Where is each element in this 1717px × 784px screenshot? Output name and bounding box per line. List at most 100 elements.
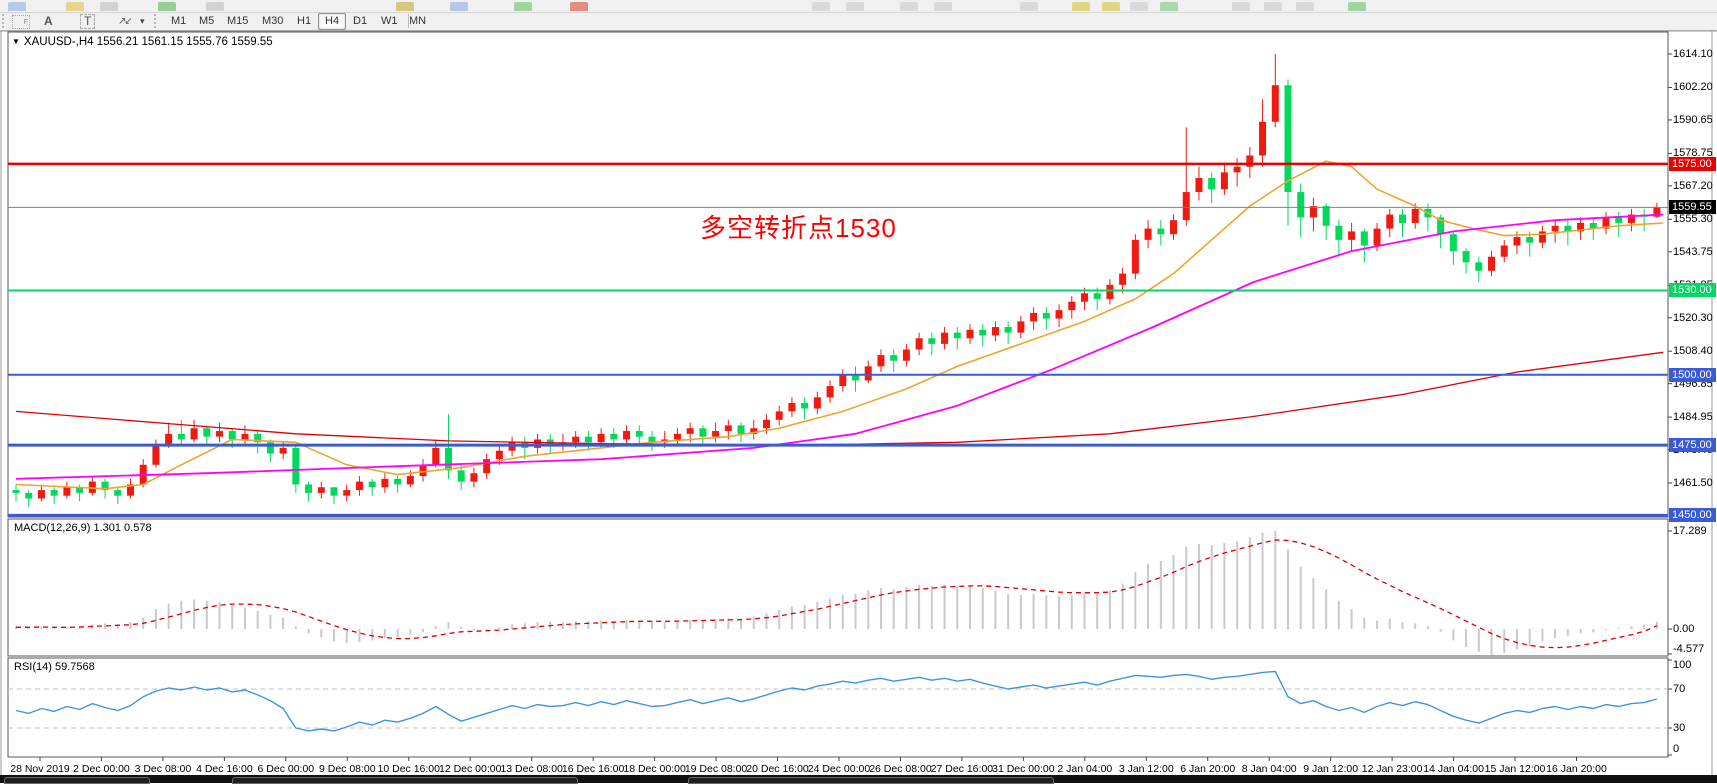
toolbar-icon-partial[interactable] (450, 2, 468, 11)
candlestick[interactable] (1398, 214, 1406, 223)
toolbar-icon-partial[interactable] (1102, 2, 1120, 11)
price-level-badge[interactable]: 1575.00 (1669, 156, 1716, 171)
candlestick[interactable] (1602, 217, 1610, 229)
candlestick[interactable] (126, 484, 134, 496)
candlestick[interactable] (1462, 251, 1470, 263)
candlestick[interactable] (292, 447, 300, 485)
candlestick[interactable] (190, 428, 198, 440)
candlestick[interactable] (152, 445, 160, 465)
tf-button-M5[interactable]: M5 (199, 15, 215, 27)
candlestick[interactable] (50, 490, 58, 496)
candlestick[interactable] (928, 338, 936, 344)
candlestick[interactable] (826, 386, 834, 398)
candlestick[interactable] (343, 490, 351, 496)
macd-panel-frame[interactable] (7, 518, 1669, 657)
candlestick[interactable] (177, 433, 185, 440)
candlestick[interactable] (1106, 284, 1114, 299)
candlestick[interactable] (953, 332, 961, 339)
toolbar-icon-partial[interactable] (812, 2, 830, 11)
candlestick[interactable] (330, 487, 338, 496)
candlestick[interactable] (216, 431, 224, 437)
toolbar-icon-partial[interactable] (206, 2, 224, 11)
candlestick[interactable] (1488, 256, 1496, 271)
candlestick[interactable] (432, 447, 440, 465)
candlestick[interactable] (394, 478, 402, 485)
candlestick[interactable] (699, 428, 707, 437)
candlestick[interactable] (852, 374, 860, 381)
candlestick[interactable] (1309, 206, 1317, 218)
candlestick[interactable] (724, 425, 732, 432)
tf-button-M30[interactable]: M30 (262, 15, 284, 27)
toolbar-icon-partial[interactable] (934, 2, 952, 11)
candlestick[interactable] (241, 433, 249, 440)
tf-button-H4[interactable]: H4 (318, 13, 347, 30)
candlestick[interactable] (915, 338, 923, 350)
candlestick[interactable] (1360, 231, 1368, 246)
candlestick[interactable] (483, 459, 491, 474)
candlestick[interactable] (1259, 121, 1267, 156)
candlestick[interactable] (1589, 222, 1597, 229)
candlestick[interactable] (1437, 217, 1445, 235)
candlestick[interactable] (788, 402, 796, 412)
candlestick[interactable] (991, 327, 999, 336)
candlestick[interactable] (419, 464, 427, 477)
candlestick[interactable] (813, 397, 821, 409)
candlestick[interactable] (712, 431, 720, 437)
candlestick[interactable] (406, 476, 414, 485)
candlestick[interactable] (635, 431, 643, 437)
candlestick[interactable] (597, 433, 605, 443)
candlestick[interactable] (101, 481, 109, 491)
toolbar-icon-partial[interactable] (1130, 2, 1148, 11)
candlestick[interactable] (1093, 293, 1101, 299)
candlestick[interactable] (623, 431, 631, 440)
tf-button-W1[interactable]: W1 (381, 15, 398, 27)
candlestick[interactable] (1208, 177, 1216, 190)
candlestick[interactable] (801, 402, 809, 409)
candlestick[interactable] (1144, 228, 1152, 240)
candlestick[interactable] (114, 490, 122, 496)
candlestick[interactable] (1131, 239, 1139, 274)
toolbar-icon-partial[interactable] (1020, 2, 1038, 11)
candlestick[interactable] (1564, 225, 1572, 232)
price-level-badge[interactable]: 1450.00 (1669, 508, 1716, 523)
candlestick[interactable] (495, 450, 503, 460)
toolbar-drag-handle[interactable] (2, 14, 8, 28)
candlestick[interactable] (1246, 155, 1254, 167)
candlestick[interactable] (88, 481, 96, 493)
candlestick[interactable] (1551, 225, 1559, 232)
candlestick[interactable] (1577, 222, 1585, 232)
candlestick[interactable] (737, 425, 745, 434)
candlestick[interactable] (1170, 220, 1178, 235)
candlestick[interactable] (877, 355, 885, 367)
candlestick[interactable] (165, 433, 173, 446)
candlestick[interactable] (1220, 172, 1228, 190)
candlestick[interactable] (381, 478, 389, 488)
grid-snap-icon[interactable]: F (12, 15, 30, 29)
candlestick[interactable] (584, 436, 592, 443)
toolbar-icon-partial[interactable] (158, 2, 176, 11)
candlestick[interactable] (1500, 245, 1508, 257)
candlestick[interactable] (648, 436, 656, 443)
candlestick[interactable] (762, 419, 770, 429)
candlestick[interactable] (457, 470, 465, 482)
candlestick[interactable] (750, 428, 758, 434)
candlestick[interactable] (1004, 327, 1012, 333)
candlestick[interactable] (470, 473, 478, 482)
toolbar-icon-partial[interactable] (100, 2, 118, 11)
candlestick[interactable] (979, 329, 987, 336)
toolbar-icon-partial[interactable] (846, 2, 864, 11)
candlestick[interactable] (266, 442, 274, 454)
candlestick[interactable] (673, 433, 681, 440)
candlestick[interactable] (902, 349, 910, 361)
toolbar-icon-partial[interactable] (1232, 2, 1250, 11)
price-level-badge[interactable]: 1530.00 (1669, 283, 1716, 298)
candlestick[interactable] (1627, 214, 1635, 223)
toolbar-icon-partial[interactable] (570, 2, 588, 11)
candlestick[interactable] (25, 492, 33, 499)
candlestick[interactable] (1017, 321, 1025, 333)
candlestick[interactable] (610, 433, 618, 440)
candlestick[interactable] (1030, 312, 1038, 322)
tf-button-MN[interactable]: MN (409, 15, 427, 27)
candlestick[interactable] (941, 332, 949, 344)
candlestick[interactable] (1157, 228, 1165, 235)
